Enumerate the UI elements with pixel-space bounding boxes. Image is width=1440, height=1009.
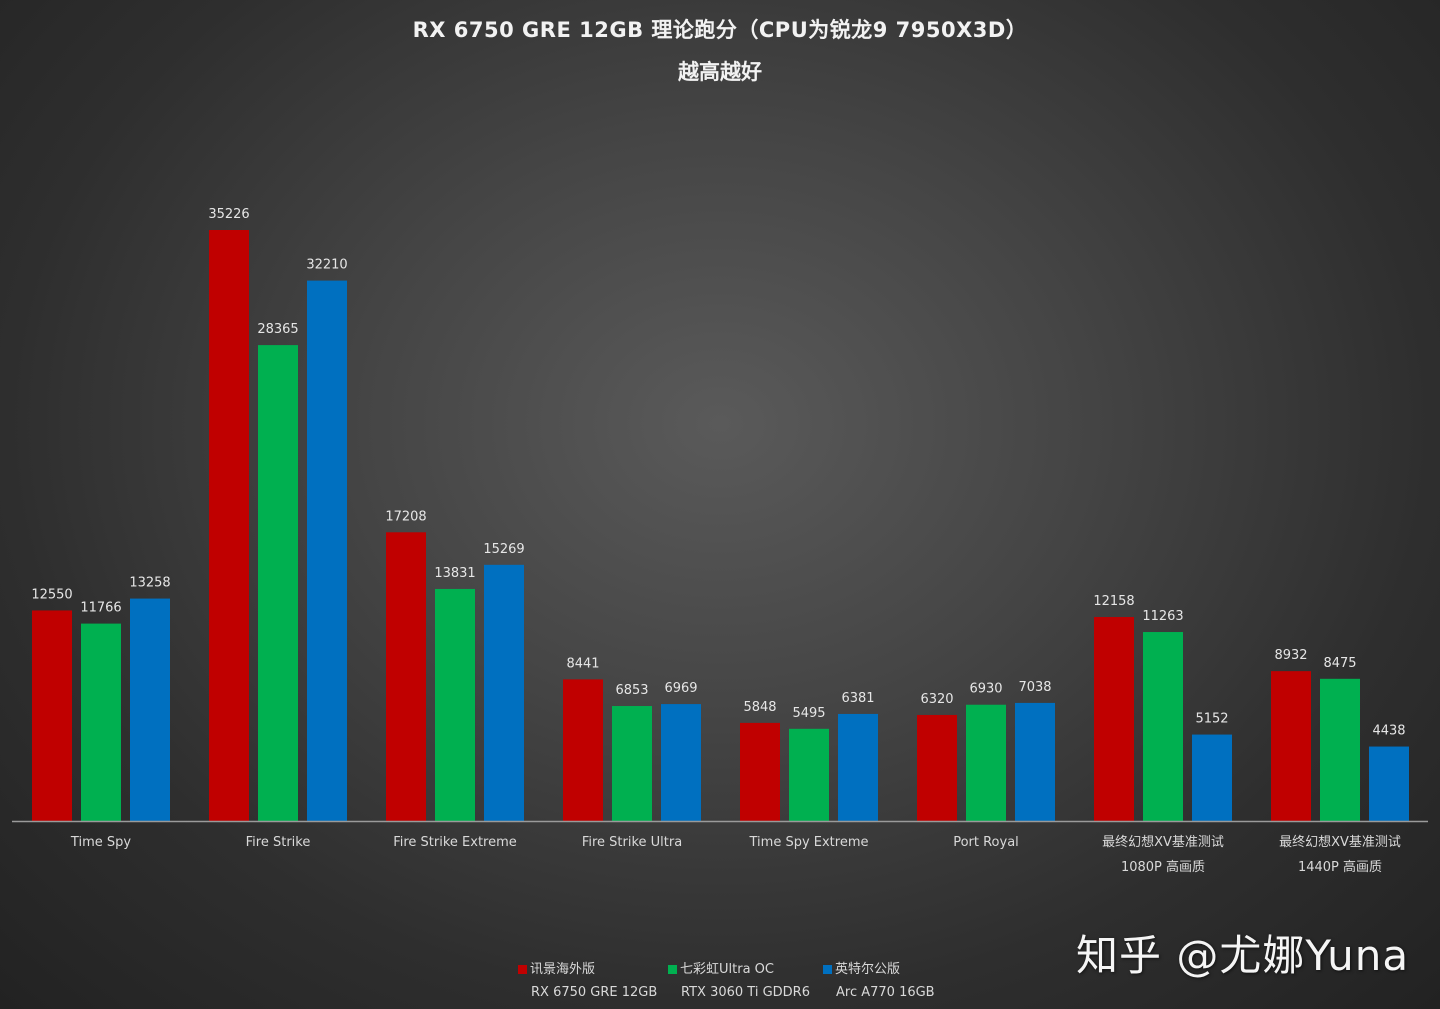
- bar: [435, 588, 475, 821]
- legend-swatch: [518, 965, 527, 974]
- bar: [1143, 632, 1183, 821]
- data-label: 12158: [1093, 594, 1134, 609]
- data-label: 17208: [385, 509, 426, 524]
- data-label: 35226: [208, 207, 249, 222]
- x-tick-label: Fire Strike: [246, 835, 311, 850]
- legend-item-3: 英特尔公版 Arc A770 16GB: [823, 960, 935, 1000]
- bar: [386, 532, 426, 821]
- data-label: 8475: [1323, 656, 1356, 671]
- x-tick-label: Time Spy: [70, 835, 131, 850]
- legend-label: 七彩虹Ultra OC: [680, 962, 774, 977]
- data-label: 11263: [1142, 609, 1183, 624]
- data-label: 15269: [483, 542, 524, 557]
- bar: [1094, 617, 1134, 821]
- data-label: 5848: [743, 700, 776, 715]
- bar: [1320, 678, 1360, 821]
- data-label: 12550: [31, 587, 72, 602]
- data-label: 13258: [129, 576, 170, 591]
- bar: [32, 610, 72, 821]
- bar: [484, 564, 524, 821]
- bar: [1369, 746, 1409, 821]
- legend-sublabel: RX 6750 GRE 12GB: [531, 985, 658, 1000]
- legend-swatch: [668, 965, 677, 974]
- x-tick-label: 1440P 高画质: [1298, 859, 1382, 875]
- legend-sublabel: RTX 3060 Ti GDDR6: [681, 985, 810, 1000]
- chart-subtitle: 越高越好: [678, 60, 762, 84]
- bar: [740, 722, 780, 821]
- bar: [1192, 734, 1232, 821]
- data-label: 32210: [306, 258, 347, 273]
- x-tick-label: Fire Strike Extreme: [393, 835, 517, 850]
- chart-title: RX 6750 GRE 12GB 理论跑分（CPU为锐龙9 7950X3D）: [412, 18, 1028, 42]
- legend-label: 讯景海外版: [530, 962, 596, 977]
- legend-swatch: [823, 965, 832, 974]
- data-label: 6320: [920, 692, 953, 707]
- bar: [258, 345, 298, 821]
- x-tick-label: 1080P 高画质: [1121, 859, 1205, 875]
- x-tick-label: 最终幻想XV基准测试: [1102, 834, 1224, 850]
- bar: [209, 230, 249, 821]
- bar: [966, 704, 1006, 821]
- data-label: 8441: [566, 656, 599, 671]
- legend-sublabel: Arc A770 16GB: [836, 985, 935, 1000]
- bar: [789, 728, 829, 821]
- bar: [130, 598, 170, 821]
- data-label: 6930: [969, 682, 1002, 697]
- watermark: 知乎 @尤娜Yuna: [1076, 931, 1410, 980]
- bar: [661, 704, 701, 821]
- bar: [838, 713, 878, 821]
- data-label: 11766: [80, 601, 121, 616]
- bar: [81, 623, 121, 821]
- bar: [1015, 702, 1055, 821]
- data-label: 8932: [1274, 648, 1307, 663]
- legend-label: 英特尔公版: [835, 962, 901, 977]
- x-tick-label: Port Royal: [953, 835, 1019, 850]
- x-tick-label: Fire Strike Ultra: [582, 835, 682, 850]
- bar: [612, 706, 652, 821]
- data-label: 7038: [1018, 680, 1051, 695]
- x-tick-label: Time Spy Extreme: [749, 835, 869, 850]
- bar: [1271, 671, 1311, 821]
- bar: [917, 714, 957, 821]
- bar: [307, 280, 347, 821]
- legend-item-1: 讯景海外版 RX 6750 GRE 12GB: [518, 960, 657, 1000]
- x-tick-label: 最终幻想XV基准测试: [1279, 834, 1401, 850]
- data-label: 5152: [1195, 712, 1228, 727]
- data-label: 13831: [434, 566, 475, 581]
- bar: [563, 679, 603, 821]
- data-label: 28365: [257, 322, 298, 337]
- data-label: 6969: [664, 681, 697, 696]
- data-label: 6381: [841, 691, 874, 706]
- data-label: 6853: [615, 683, 648, 698]
- data-label: 4438: [1372, 724, 1405, 739]
- legend-item-2: 七彩虹Ultra OC RTX 3060 Ti GDDR6: [668, 960, 810, 1000]
- data-label: 5495: [792, 706, 825, 721]
